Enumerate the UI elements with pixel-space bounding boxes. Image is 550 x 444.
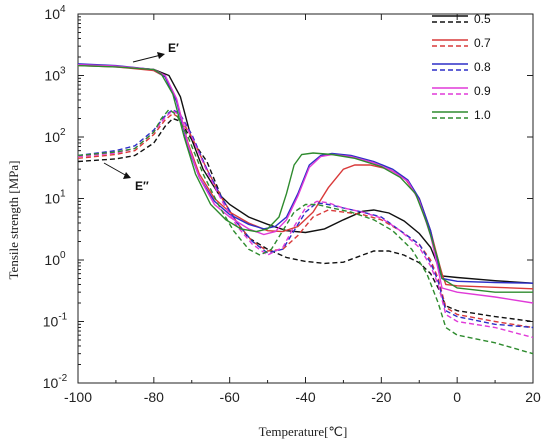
series-layer [77, 63, 534, 355]
series-0.5-loss-line [77, 117, 534, 323]
y-tick-label: 104 [44, 4, 66, 22]
series-1.0-loss-line [77, 108, 534, 355]
x-axis: -100 -80 -60 -40 -20 0 20 [64, 14, 541, 405]
y-tick-label: 102 [44, 127, 66, 145]
legend-label: 0.5 [474, 12, 491, 26]
series-0.9-loss-line [77, 109, 534, 339]
x-tick-label: 20 [525, 389, 541, 405]
x-axis-label: Temperature[℃] [259, 424, 348, 439]
x-tick-label: -60 [220, 389, 240, 405]
y-tick-label: 103 [44, 66, 66, 84]
x-tick-label: -100 [64, 389, 92, 405]
series-0.7-loss-line [77, 112, 534, 329]
legend-label: 0.9 [474, 84, 491, 98]
y-tick-label: 101 [44, 189, 66, 207]
x-tick-label: -20 [371, 389, 391, 405]
x-tick-label: 0 [453, 389, 461, 405]
series-0.9-storage-line [77, 64, 534, 304]
x-tick-label: -80 [144, 389, 164, 405]
legend: 0.5 0.7 0.8 0.9 1.0 [432, 12, 491, 122]
series-0.8-storage-line [77, 63, 534, 284]
loss-modulus-annotation: E″ [135, 179, 149, 193]
storage-modulus-annotation: E′ [168, 41, 179, 55]
x-tick-label: -40 [295, 389, 315, 405]
y-axis-label: Tensile strength [MPa] [6, 161, 21, 280]
legend-label: 0.8 [474, 60, 491, 74]
legend-label: 0.7 [474, 36, 491, 50]
legend-label: 1.0 [474, 108, 491, 122]
loss-annotation-arrowhead [123, 172, 131, 179]
series-0.8-loss-line [77, 108, 534, 329]
series-1.0-storage-line [77, 64, 533, 293]
y-tick-label: 10-1 [43, 312, 68, 330]
storage-annotation-arrowhead [157, 52, 165, 59]
loss-annotation-arrow [103, 162, 128, 177]
storage-annotation-arrow [132, 54, 162, 63]
y-tick-label: 100 [44, 250, 66, 268]
